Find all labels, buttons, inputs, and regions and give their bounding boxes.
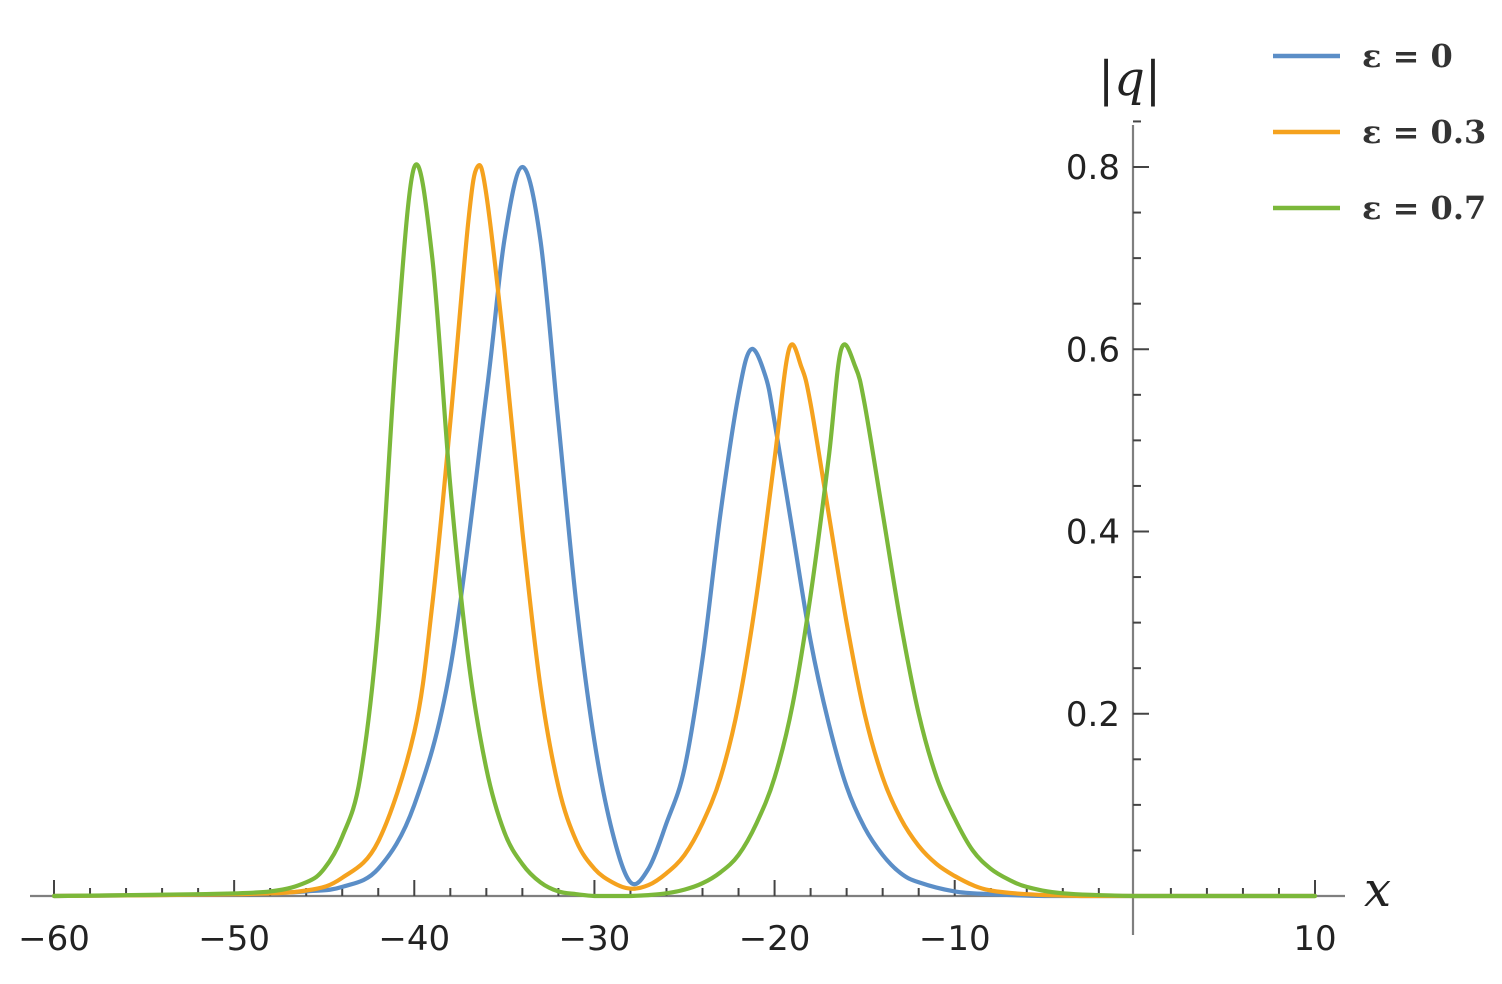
y-axis-title: |q| <box>1098 51 1161 107</box>
series-line-2 <box>51 162 1318 899</box>
series-line-1 <box>51 162 1318 899</box>
x-tick-label: −50 <box>198 919 270 959</box>
x-axis-title: x <box>1364 862 1391 918</box>
legend-label-2: ε = 0.7 <box>1362 189 1486 227</box>
x-tick-label: −40 <box>378 919 450 959</box>
x-axis: −60 −50 −40 −30 −20 −10 10 <box>18 880 1345 959</box>
y-tick-label: 0.8 <box>1066 148 1120 188</box>
x-tick-label: −60 <box>18 919 90 959</box>
series-line-0 <box>51 164 1318 899</box>
x-tick-label: −20 <box>739 919 811 959</box>
x-tick-label: −30 <box>559 919 631 959</box>
legend-label-0: ε = 0 <box>1362 37 1453 75</box>
legend-label-1: ε = 0.3 <box>1362 113 1486 151</box>
y-tick-label: 0.6 <box>1066 330 1120 370</box>
series-lines <box>51 162 1318 899</box>
y-axis: 0.2 0.4 0.6 0.8 <box>1066 120 1149 935</box>
y-tick-label: 0.4 <box>1066 513 1120 553</box>
legend: ε = 0 ε = 0.3 ε = 0.7 <box>1273 37 1486 227</box>
x-tick-label: −10 <box>919 919 991 959</box>
x-tick-label: 10 <box>1293 919 1336 959</box>
y-tick-label: 0.2 <box>1066 695 1120 735</box>
